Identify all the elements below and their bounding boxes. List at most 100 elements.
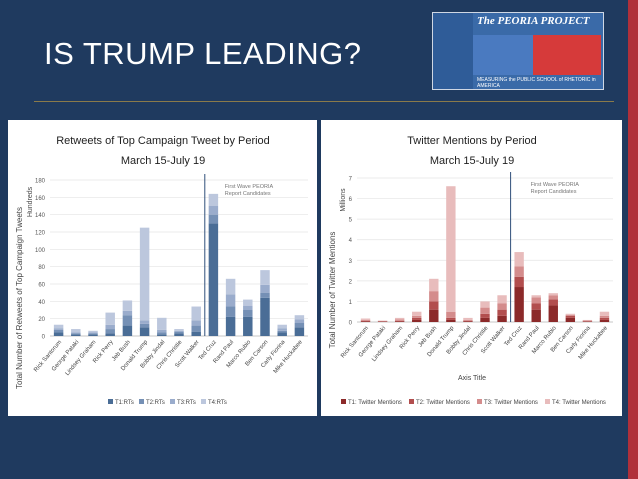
bar-segment xyxy=(105,329,115,334)
bar-segment xyxy=(225,278,236,295)
y-tick-label: 1 xyxy=(349,300,353,306)
bar-segment xyxy=(514,252,524,267)
bar-segment xyxy=(191,306,201,321)
bar-segment xyxy=(480,317,490,322)
bar-segment xyxy=(71,333,81,335)
logo-side-block xyxy=(433,13,473,89)
bar-segment xyxy=(599,315,610,318)
legend-swatch xyxy=(409,399,414,404)
y-axis-title: Total Number of Retweets of Top Campaign… xyxy=(15,207,24,389)
legend-swatch xyxy=(477,399,482,404)
y-tick-label: 100 xyxy=(35,248,46,254)
bar-segment xyxy=(565,314,576,316)
bar-segment xyxy=(260,270,270,285)
bar-segment xyxy=(243,305,253,310)
mentions-chart: Twitter Mentions by Period March 15-July … xyxy=(328,135,613,406)
bar-segment xyxy=(582,319,593,321)
bar-segment xyxy=(412,311,422,316)
bar-segment xyxy=(53,324,64,329)
slide-title: IS TRUMP LEADING? xyxy=(44,36,362,71)
bar-segment xyxy=(394,317,405,320)
bar-segment xyxy=(394,320,405,322)
bar-segment xyxy=(463,317,473,320)
y-tick-label: 140 xyxy=(35,213,46,219)
bar-segment xyxy=(514,287,524,322)
annotation-line2: Report Candidates xyxy=(531,189,577,195)
y-tick-label: 0 xyxy=(349,321,353,327)
bar-segment xyxy=(497,309,507,316)
y-tick-label: 7 xyxy=(349,177,353,183)
y-tick-label: 5 xyxy=(349,218,353,224)
bar-segment xyxy=(139,227,150,321)
bar-segment xyxy=(463,320,473,322)
legend-label: T4: Twitter Mentions xyxy=(552,400,606,406)
bar-segment xyxy=(294,315,305,320)
y-tick-label: 20 xyxy=(38,317,45,323)
bar-segment xyxy=(429,309,439,322)
bar-segment xyxy=(225,316,236,336)
bar-segment xyxy=(88,334,98,336)
bar-segment xyxy=(157,332,167,335)
bar-segment xyxy=(497,315,507,322)
legend-swatch xyxy=(170,399,175,404)
bar-segment xyxy=(599,317,610,320)
chart-subtitle: March 15-July 19 xyxy=(430,155,514,167)
x-tick-label: Lindsey Graham xyxy=(65,339,98,377)
bar-segment xyxy=(446,319,456,322)
bar-segment xyxy=(599,319,610,322)
bar-segment xyxy=(531,309,541,322)
bar-segment xyxy=(122,310,133,316)
y-tick-label: 6 xyxy=(349,197,353,203)
bar-segment xyxy=(514,266,524,277)
legend-label: T4:RTs xyxy=(208,400,227,406)
x-axis-title: Axis Title xyxy=(458,375,486,382)
bar-segment xyxy=(429,278,439,292)
y-axis-unit: Millions xyxy=(340,188,347,212)
bar-segment xyxy=(225,294,236,307)
bar-segment xyxy=(463,319,473,321)
legend-label: T1:RTs xyxy=(115,400,134,406)
bar-segment xyxy=(446,311,456,318)
bar-segment xyxy=(294,319,305,323)
bar-segment xyxy=(360,319,371,321)
y-tick-label: 3 xyxy=(349,259,353,265)
bar-segment xyxy=(360,320,371,322)
x-tick-label: Lindsey Graham xyxy=(371,325,404,363)
bar-segment xyxy=(243,299,253,306)
bar-segment xyxy=(139,323,150,328)
legend-swatch xyxy=(108,399,113,404)
mentions-chart-panel: Twitter Mentions by Period March 15-July … xyxy=(321,120,622,416)
y-tick-label: 0 xyxy=(42,335,46,341)
bar-segment xyxy=(157,329,167,333)
annotation-line1: First Wave PEORIA xyxy=(225,184,274,190)
legend-swatch xyxy=(545,399,550,404)
bar-segment xyxy=(531,297,541,304)
bar-segment xyxy=(88,332,98,334)
bar-segment xyxy=(243,310,253,317)
annotation-line1: First Wave PEORIA xyxy=(531,182,580,188)
bar-segment xyxy=(53,332,64,336)
bar-segment xyxy=(480,313,490,318)
bar-segment xyxy=(191,325,201,332)
legend-swatch xyxy=(139,399,144,404)
legend-swatch xyxy=(341,399,346,404)
logo-name: The PEORIA PROJECT xyxy=(477,15,590,27)
bar-segment xyxy=(412,319,422,322)
bar-segment xyxy=(531,303,541,310)
bar-segment xyxy=(157,334,167,336)
bar-segment xyxy=(260,284,270,293)
retweets-chart: Retweets of Top Campaign Tweet by Period… xyxy=(15,135,308,406)
bar-segment xyxy=(122,325,133,336)
bar-segment xyxy=(599,311,610,316)
bar-segment xyxy=(105,324,115,330)
y-tick-label: 40 xyxy=(38,300,45,306)
legend-label: T2: Twitter Mentions xyxy=(416,400,470,406)
bar-segment xyxy=(71,334,81,336)
bar-segment xyxy=(105,312,115,325)
bar-segment xyxy=(582,320,593,322)
bar-segment xyxy=(53,328,64,330)
y-tick-label: 160 xyxy=(35,196,46,202)
bar-segment xyxy=(548,299,558,306)
bar-segment xyxy=(497,295,507,304)
bar-segment xyxy=(360,321,371,322)
